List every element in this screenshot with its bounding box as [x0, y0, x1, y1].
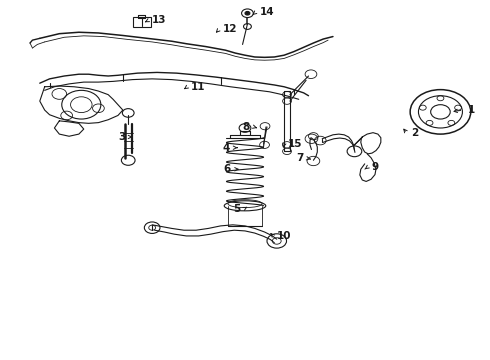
Text: 11: 11 — [191, 82, 206, 92]
Text: 2: 2 — [411, 129, 418, 138]
Circle shape — [245, 12, 250, 15]
Text: 14: 14 — [260, 7, 274, 17]
Text: 12: 12 — [223, 24, 238, 35]
Text: 1: 1 — [467, 105, 475, 115]
Text: 5: 5 — [233, 204, 240, 214]
Text: 3: 3 — [118, 132, 125, 142]
Text: 7: 7 — [296, 153, 304, 163]
Text: 15: 15 — [288, 139, 302, 149]
Text: 6: 6 — [223, 164, 230, 174]
Text: 8: 8 — [243, 122, 250, 132]
Text: 10: 10 — [277, 231, 291, 240]
Text: 9: 9 — [371, 162, 378, 172]
Text: 13: 13 — [152, 15, 167, 26]
Text: 4: 4 — [223, 143, 230, 153]
